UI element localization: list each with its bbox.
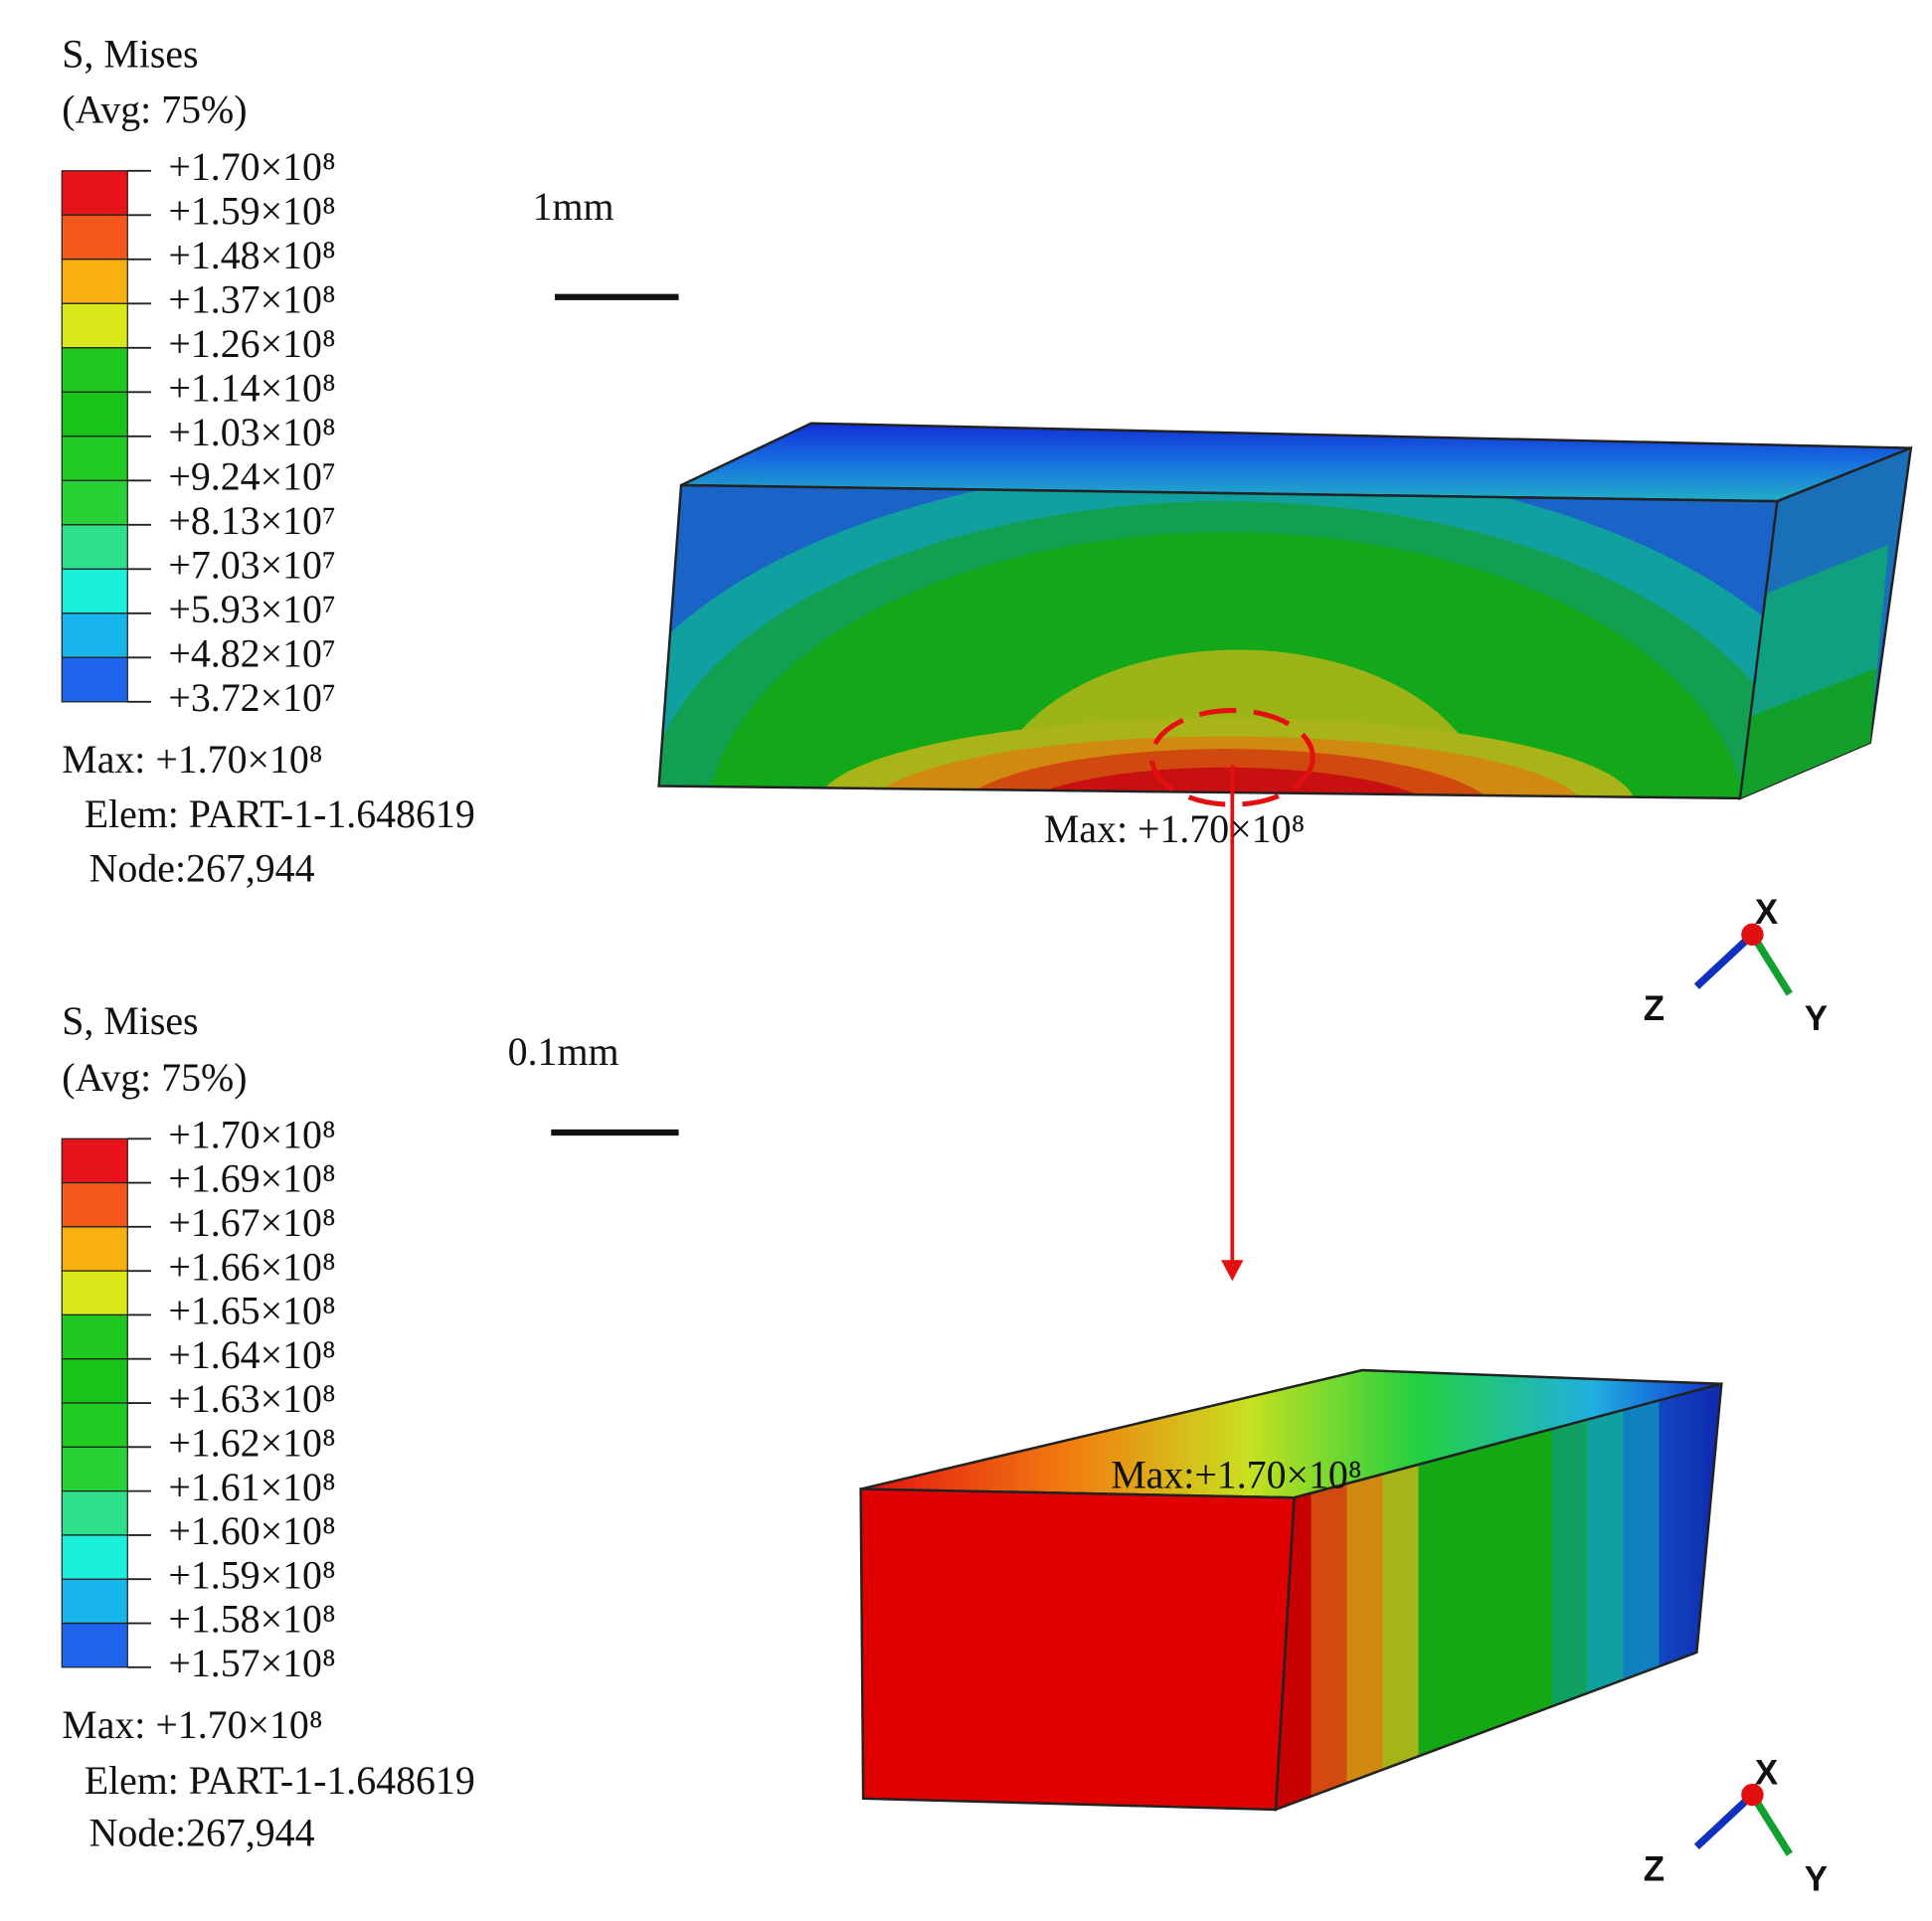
triad-y	[1749, 1793, 1793, 1856]
legend-band	[61, 479, 128, 526]
element: Elem: PART-1-1.648619	[85, 791, 475, 836]
legend-label: +1.57×10⁸	[168, 1641, 335, 1685]
legend-label: +1.69×10⁸	[168, 1156, 335, 1201]
legend-band	[61, 1137, 128, 1184]
max-annotation: Max:+1.70×10⁸	[1111, 1453, 1361, 1497]
legend-band	[61, 1490, 128, 1536]
legend-band	[61, 1578, 128, 1625]
model-bottom	[859, 1368, 1723, 1812]
legend-label: +1.67×10⁸	[168, 1200, 335, 1245]
legend-band	[61, 1226, 128, 1272]
max-value: Max: +1.70×10⁸	[62, 1702, 322, 1747]
scale-label: 1mm	[533, 184, 615, 229]
legend-band	[61, 170, 128, 216]
legend-label: +1.66×10⁸	[168, 1244, 335, 1289]
legend-band	[61, 1358, 128, 1404]
legend-band	[61, 347, 128, 393]
legend-band	[61, 656, 128, 703]
legend-label: +1.03×10⁸	[168, 410, 335, 454]
legend-band	[61, 524, 128, 570]
triad-z	[1693, 1792, 1755, 1850]
legend-label: +1.64×10⁸	[168, 1332, 335, 1377]
legend-label: +1.70×10⁸	[168, 144, 335, 189]
legend-band	[61, 302, 128, 349]
legend-band	[61, 1270, 128, 1316]
legend-label: +5.93×10⁷	[168, 587, 335, 631]
legend-band	[61, 214, 128, 261]
legend-band	[61, 259, 128, 304]
triad-label: Z	[1644, 1849, 1665, 1888]
max-annotation: Max: +1.70×10⁸	[1044, 806, 1305, 851]
triad-label: Y	[1805, 1859, 1828, 1898]
node: Node:267,944	[89, 1810, 315, 1854]
legend-label: +1.14×10⁸	[168, 365, 335, 410]
legend-subtitle: (Avg: 75%)	[62, 1055, 247, 1100]
triad-label: Z	[1644, 989, 1665, 1028]
legend-label: +4.82×10⁷	[168, 630, 335, 675]
legend-label: +1.62×10⁸	[168, 1420, 335, 1465]
legend-label: +8.13×10⁷	[168, 498, 335, 543]
legend-label: +1.59×10⁸	[168, 1552, 335, 1597]
legend-label: +1.26×10⁸	[168, 321, 335, 366]
legend-label: +1.58×10⁸	[168, 1597, 335, 1642]
legend-label: +3.72×10⁷	[168, 675, 335, 720]
triad-label: X	[1755, 893, 1778, 932]
triad-label: Y	[1805, 999, 1828, 1038]
legend-label: +1.63×10⁸	[168, 1376, 335, 1421]
scale-label: 0.1mm	[508, 1029, 619, 1074]
triad-y	[1749, 932, 1793, 996]
triad-x	[1741, 923, 1764, 947]
axis-triad: X Z Y X Z Y	[1644, 893, 1828, 1898]
legend-band	[61, 436, 128, 481]
legend-subtitle: (Avg: 75%)	[62, 87, 247, 132]
legend-band	[61, 1446, 128, 1492]
legend-label: +1.37×10⁸	[168, 276, 335, 321]
legend-label: +1.48×10⁸	[168, 233, 335, 277]
element: Elem: PART-1-1.648619	[85, 1758, 475, 1803]
legend-band	[61, 1181, 128, 1228]
legend-band	[61, 1313, 128, 1360]
max-value: Max: +1.70×10⁸	[62, 737, 322, 782]
legend-band	[61, 1402, 128, 1448]
legend-label: +1.70×10⁸	[168, 1112, 335, 1156]
legend-label: +1.59×10⁸	[168, 188, 335, 233]
legend-label: +9.24×10⁷	[168, 453, 335, 498]
triad-x	[1741, 1783, 1764, 1807]
node: Node:267,944	[89, 846, 315, 891]
legend-label: +1.65×10⁸	[168, 1289, 335, 1333]
legend-title: S, Mises	[62, 32, 198, 77]
triad-label: X	[1755, 1753, 1778, 1792]
legend-band	[61, 612, 128, 658]
legend-label: +1.60×10⁸	[168, 1508, 335, 1553]
legend-label: +7.03×10⁷	[168, 542, 335, 587]
legend-label: +1.61×10⁸	[168, 1465, 335, 1509]
legend-title: S, Mises	[62, 998, 198, 1043]
legend-band	[61, 1534, 128, 1580]
legend-band	[61, 391, 128, 437]
legend-band	[61, 1622, 128, 1668]
triad-z	[1693, 932, 1755, 989]
model-top	[657, 422, 1913, 1282]
legend-band	[61, 568, 128, 614]
